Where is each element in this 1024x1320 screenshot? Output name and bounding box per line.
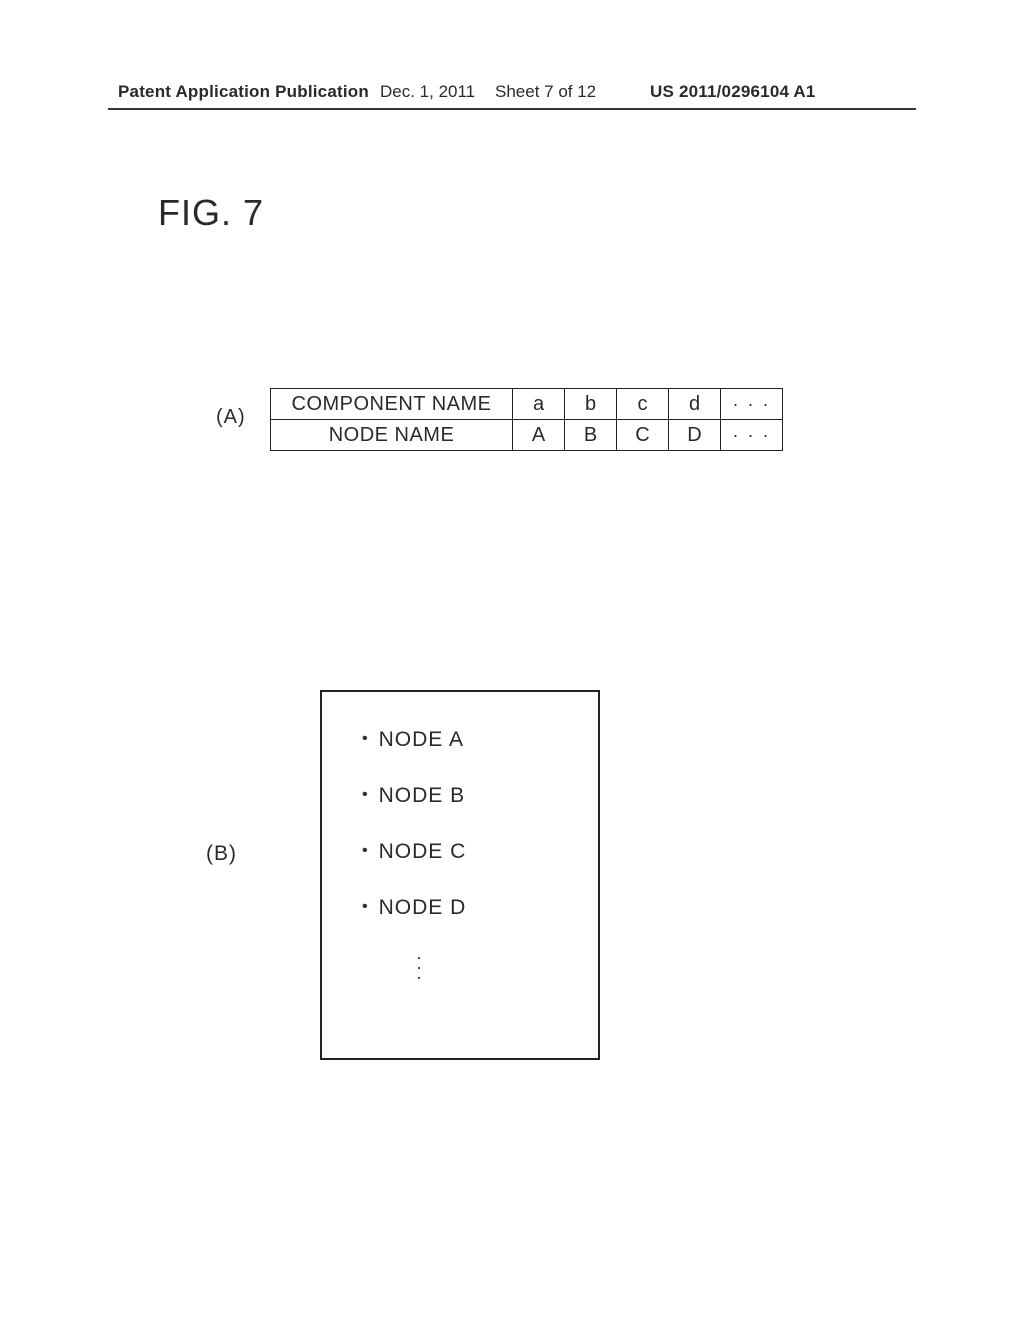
sheet-number: Sheet 7 of 12 [495, 82, 596, 102]
table-cell: b [565, 389, 617, 420]
table-row: NODE NAME A B C D · · · [271, 420, 783, 451]
table-cell: A [513, 420, 565, 451]
bullet-icon: • [362, 730, 369, 747]
table-cell: d [669, 389, 721, 420]
row-header: NODE NAME [271, 420, 513, 451]
patent-page: Patent Application Publication Dec. 1, 2… [0, 0, 1024, 1320]
node-name: NODE B [379, 784, 466, 807]
list-item: • NODE D [362, 896, 570, 920]
figure-label: FIG. 7 [158, 192, 264, 234]
table-cell: C [617, 420, 669, 451]
list-item: • NODE C [362, 840, 570, 864]
row-header: COMPONENT NAME [271, 389, 513, 420]
node-list-box: • NODE A • NODE B • NODE C • NODE D ··· [320, 690, 600, 1060]
node-name: NODE C [379, 840, 467, 863]
section-a-label: (A) [216, 406, 246, 429]
table-cell: c [617, 389, 669, 420]
table-row: COMPONENT NAME a b c d · · · [271, 389, 783, 420]
vertical-ellipsis-icon: ··· [362, 952, 570, 982]
section-b-label: (B) [206, 842, 237, 866]
list-item: • NODE A [362, 728, 570, 752]
header-rule [108, 108, 916, 110]
ellipsis-cell: · · · [721, 420, 783, 451]
node-name: NODE A [379, 728, 464, 751]
component-node-table: COMPONENT NAME a b c d · · · NODE NAME A… [270, 388, 783, 451]
table-cell: D [669, 420, 721, 451]
publication-type: Patent Application Publication [118, 82, 369, 102]
bullet-icon: • [362, 786, 369, 803]
table-cell: B [565, 420, 617, 451]
list-item: • NODE B [362, 784, 570, 808]
publication-date: Dec. 1, 2011 [380, 82, 475, 102]
bullet-icon: • [362, 842, 369, 859]
publication-number: US 2011/0296104 A1 [650, 82, 816, 102]
ellipsis-cell: · · · [721, 389, 783, 420]
node-name: NODE D [379, 896, 467, 919]
table-cell: a [513, 389, 565, 420]
bullet-icon: • [362, 898, 369, 915]
